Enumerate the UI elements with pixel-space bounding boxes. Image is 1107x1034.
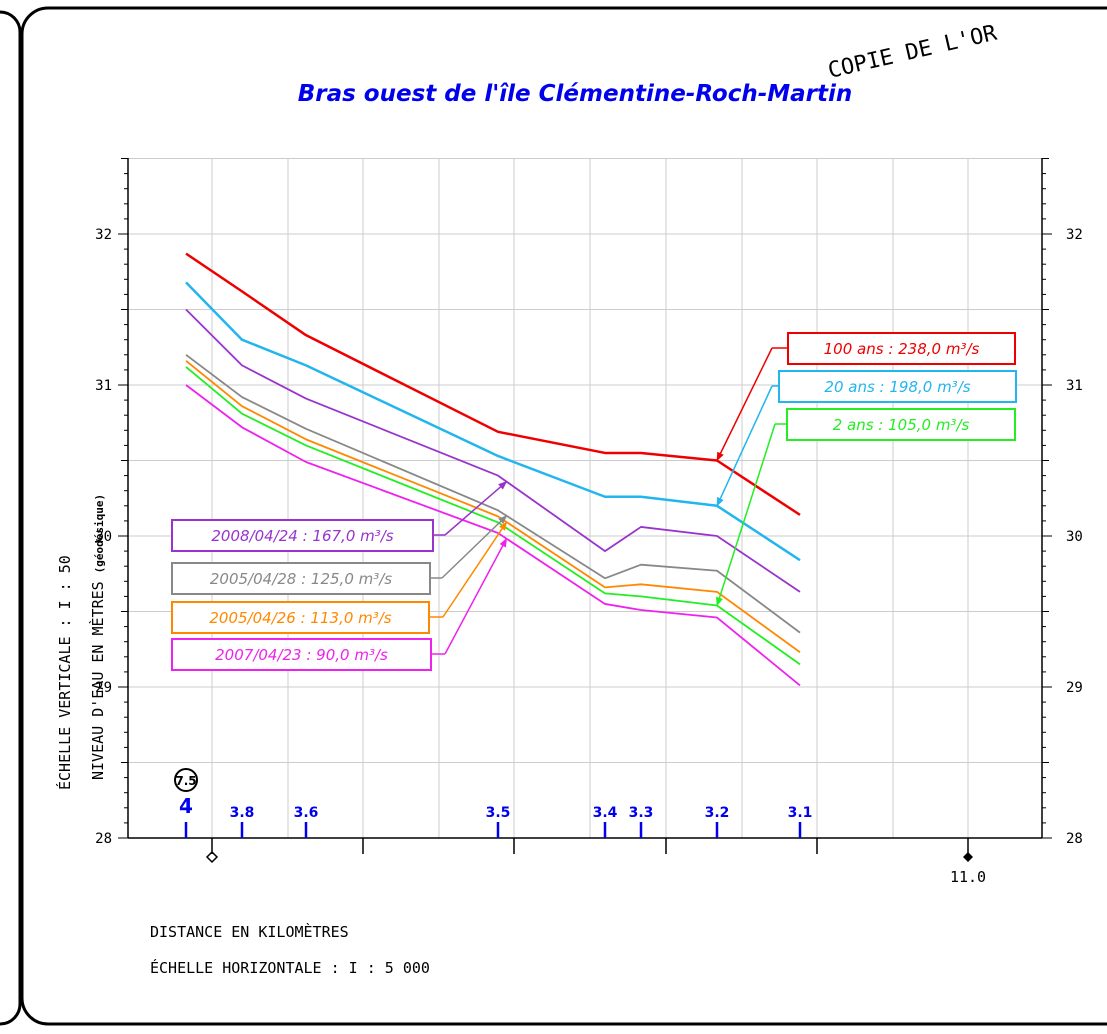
series-line <box>185 281 801 562</box>
callout-label: 2008/04/24 : 167,0 m³/s <box>211 527 393 545</box>
callout-arrow <box>716 423 776 607</box>
callout-label: 100 ans : 238,0 m³/s <box>824 340 980 358</box>
callout-label: 2005/04/28 : 125,0 m³/s <box>210 570 392 588</box>
callout-arrow <box>441 515 508 579</box>
callout-label: 2 ans : 105,0 m³/s <box>833 416 970 434</box>
filled-diamond-icon <box>963 852 973 862</box>
km-marker-label: 3.1 <box>788 805 813 821</box>
callout-label: 2005/04/26 : 113,0 m³/s <box>209 609 391 627</box>
vertical-scale-label: ÉCHELLE VERTICALE : I : 50 <box>55 555 74 790</box>
series-line <box>185 308 801 593</box>
series-line <box>185 384 801 687</box>
drawing-frame <box>20 6 1107 1026</box>
y-tick-label-left: 28 <box>95 831 112 847</box>
vertical-gridlines <box>211 158 969 838</box>
callout-label: 20 ans : 198,0 m³/s <box>824 378 970 396</box>
callout-arrow <box>444 481 508 536</box>
y-axis-title: NIVEAU D'EAU EN MÈTRES (géodésique) <box>88 494 107 780</box>
callout-box <box>786 408 1016 441</box>
y-tick-label-right: 29 <box>1066 680 1083 696</box>
x-axis-title: DISTANCE EN KILOMÈTRES <box>150 922 349 941</box>
km-marker-label: 3.3 <box>629 805 654 821</box>
callout-arrow <box>444 537 508 655</box>
y-tick-label-left: 29 <box>95 680 112 696</box>
y-tick-labels: 28 28 29 29 30 30 31 31 32 32 <box>95 227 1083 847</box>
y-axis-title-main: NIVEAU D'EAU EN MÈTRES <box>88 581 107 780</box>
callout-box <box>171 519 434 552</box>
series-line <box>185 366 801 666</box>
y-tick-label-left: 30 <box>95 529 112 545</box>
plot-axes <box>118 158 1052 854</box>
horizontal-scale-label: ÉCHELLE HORIZONTALE : I : 5 000 <box>150 958 430 977</box>
km-marker-label: 3.2 <box>705 805 730 821</box>
y-tick-label-right: 28 <box>1066 831 1083 847</box>
legend-callouts: 100 ans : 238,0 m³/s 20 ans : 198,0 m³/s 2… <box>171 332 1017 671</box>
callout-label: 2007/04/23 : 90,0 m³/s <box>215 646 388 664</box>
km-markers: 4 3.8 3.6 3.5 3.4 3.3 3.2 3.1 <box>179 794 812 838</box>
circle-marker-label: 7.5 <box>175 774 196 788</box>
callout-arrow <box>442 521 508 618</box>
y-tick-label-right: 31 <box>1066 378 1083 394</box>
copy-stamp: COPIE DE L'OR <box>826 21 1000 84</box>
y-tick-label-left: 32 <box>95 227 112 243</box>
callout-box <box>171 562 431 595</box>
km-marker-label: 3.6 <box>294 805 319 821</box>
callout-box <box>778 370 1017 403</box>
open-diamond-icon <box>205 850 219 864</box>
left-margin-frame <box>0 10 22 1026</box>
km-marker-label: 3.8 <box>230 805 255 821</box>
chart-title: Bras ouest de l'île Clémentine-Roch-Mart… <box>298 81 853 107</box>
y-axis-title-sub: (géodésique) <box>93 494 106 573</box>
series-line <box>185 354 801 634</box>
y-tick-label-left: 31 <box>95 378 112 394</box>
horizontal-gridlines <box>128 158 1042 763</box>
km-marker-label: 3.5 <box>486 805 511 821</box>
series-line <box>185 252 801 516</box>
callout-arrow <box>716 385 773 507</box>
circle-marker <box>174 768 198 792</box>
km-marker-label: 4 <box>179 794 193 818</box>
series-line <box>185 360 801 653</box>
series-lines <box>185 252 801 687</box>
km-marker-label: 3.4 <box>593 805 618 821</box>
y-tick-label-right: 32 <box>1066 227 1083 243</box>
chainage-label: 11.0 <box>950 868 986 886</box>
y-tick-label-right: 30 <box>1066 529 1083 545</box>
callout-arrow <box>716 347 773 462</box>
